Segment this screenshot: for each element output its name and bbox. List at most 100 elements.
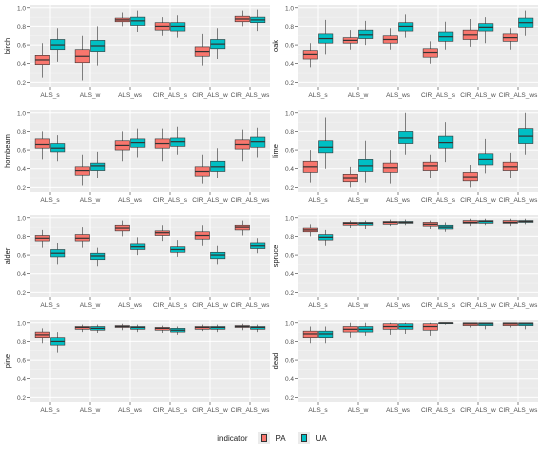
box-ua	[90, 162, 106, 171]
x-tick-label: ALS_w	[348, 302, 369, 309]
y-tick-label: 0.4	[17, 61, 26, 68]
y-tick-label: 0.6	[285, 253, 294, 260]
y-tick-label: 0.6	[17, 43, 26, 50]
x-tick-label: ALS_ws	[386, 92, 411, 99]
y-tick-label: 1.0	[17, 5, 26, 12]
panel-background	[298, 320, 538, 402]
y-tick-label: 1.0	[17, 215, 26, 222]
x-tick-label: ALS_w	[348, 92, 369, 99]
panel-label-spruce: spruce	[271, 245, 280, 268]
x-tick-label: CIR_ALS_w	[460, 197, 496, 204]
x-tick-label: ALS_s	[40, 302, 60, 309]
x-tick-label: CIR_ALS_s	[153, 92, 188, 99]
x-tick-label: CIR_ALS_w	[460, 407, 496, 414]
x-tick-label: ALS_s	[40, 92, 60, 99]
y-tick-label: 0.4	[285, 61, 294, 68]
y-tick-label: 1.0	[17, 110, 26, 117]
legend-key-pa	[257, 432, 270, 444]
panel-label-dead: dead	[271, 353, 280, 370]
panel-label-birch: birch	[3, 38, 12, 54]
legend: indicator PA UA	[0, 430, 550, 446]
strip-background	[2, 5, 14, 87]
panel-background	[30, 5, 270, 87]
legend-label-pa: PA	[275, 433, 286, 443]
y-tick-label: 0.6	[17, 148, 26, 155]
x-tick-label: CIR_ALS_s	[421, 407, 456, 414]
x-tick-label: ALS_ws	[118, 197, 143, 204]
y-tick-label: 0.4	[17, 376, 26, 383]
strip-background	[2, 110, 14, 192]
y-tick-label: 0.8	[285, 234, 294, 241]
x-tick-label: CIR_ALS_s	[153, 407, 188, 414]
x-tick-label: CIR_ALS_w	[192, 197, 228, 204]
x-tick-label: ALS_s	[308, 407, 328, 414]
panel-background	[298, 110, 538, 192]
y-tick-label: 0.4	[17, 271, 26, 278]
panel-label-lime: lime	[271, 144, 280, 158]
y-tick-label: 0.2	[17, 80, 26, 87]
x-tick-label: CIR_ALS_w	[460, 92, 496, 99]
y-tick-label: 1.0	[285, 215, 294, 222]
x-tick-label: ALS_s	[40, 407, 60, 414]
strip-background	[270, 5, 282, 87]
x-tick-label: ALS_s	[40, 197, 60, 204]
legend-title: indicator	[217, 433, 248, 443]
x-tick-label: ALS_s	[308, 302, 328, 309]
y-tick-label: 0.2	[285, 80, 294, 87]
box-pa	[34, 138, 50, 149]
y-tick-label: 0.2	[17, 185, 26, 192]
panel-label-pine: pine	[3, 354, 12, 368]
y-tick-label: 0.6	[285, 148, 294, 155]
y-tick-label: 0.2	[285, 290, 294, 297]
x-tick-label: CIR_ALS_w	[192, 302, 228, 309]
legend-key-ua	[297, 432, 310, 444]
x-tick-label: CIR_ALS_ws	[499, 302, 538, 309]
y-tick-label: 0.4	[285, 271, 294, 278]
strip-background	[270, 320, 282, 402]
x-tick-label: ALS_w	[80, 92, 101, 99]
x-tick-label: ALS_ws	[118, 407, 143, 414]
y-tick-label: 0.8	[285, 24, 294, 31]
panel-background	[30, 110, 270, 192]
x-tick-label: CIR_ALS_s	[153, 302, 188, 309]
y-tick-label: 0.8	[17, 129, 26, 136]
x-tick-label: ALS_w	[80, 302, 101, 309]
x-tick-label: CIR_ALS_s	[153, 197, 188, 204]
y-tick-label: 0.4	[285, 376, 294, 383]
x-tick-label: ALS_w	[80, 197, 101, 204]
x-tick-label: CIR_ALS_ws	[231, 302, 270, 309]
strip-background	[2, 215, 14, 297]
strip-background	[270, 110, 282, 192]
y-tick-label: 0.8	[285, 339, 294, 346]
y-tick-label: 1.0	[17, 320, 26, 327]
panel-background	[298, 215, 538, 297]
x-tick-label: CIR_ALS_ws	[499, 197, 538, 204]
facet-grid: 0.2 0.4 0.6 0.8 1.0 ALS_s ALS_w ALS_ws CIR_ALS_s…	[2, 5, 538, 414]
x-tick-label: ALS_ws	[386, 197, 411, 204]
x-tick-label: ALS_s	[308, 197, 328, 204]
y-tick-label: 0.4	[285, 166, 294, 173]
y-tick-label: 0.2	[17, 290, 26, 297]
x-tick-label: ALS_ws	[386, 302, 411, 309]
x-tick-label: ALS_ws	[118, 302, 143, 309]
legend-swatch-pa	[260, 434, 267, 442]
panel-background	[30, 215, 270, 297]
y-tick-label: 0.6	[17, 358, 26, 365]
y-tick-label: 0.6	[285, 358, 294, 365]
x-tick-label: CIR_ALS_w	[192, 407, 228, 414]
x-tick-label: ALS_ws	[386, 407, 411, 414]
x-tick-label: ALS_w	[80, 407, 101, 414]
y-tick-label: 0.4	[17, 166, 26, 173]
x-tick-label: CIR_ALS_w	[192, 92, 228, 99]
y-tick-label: 0.6	[17, 253, 26, 260]
legend-label-ua: UA	[315, 433, 327, 443]
panel-label-alder: alder	[3, 247, 12, 264]
legend-swatch-ua	[300, 434, 307, 442]
x-tick-label: CIR_ALS_ws	[231, 407, 270, 414]
y-tick-label: 1.0	[285, 320, 294, 327]
y-tick-label: 0.8	[285, 129, 294, 136]
y-tick-label: 0.8	[17, 24, 26, 31]
x-tick-label: CIR_ALS_s	[421, 302, 456, 309]
panel-background	[298, 5, 538, 87]
